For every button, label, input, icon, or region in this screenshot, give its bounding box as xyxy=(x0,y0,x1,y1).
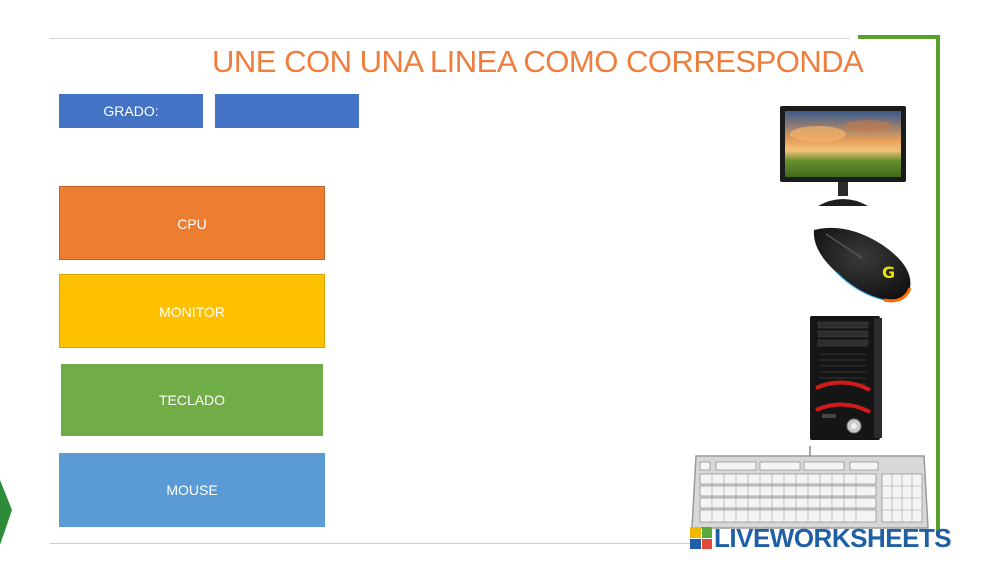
word-box-mouse[interactable]: MOUSE xyxy=(59,453,325,527)
mouse-image[interactable]: G xyxy=(806,222,918,304)
word-box-teclado[interactable]: TECLADO xyxy=(61,364,323,436)
word-box-monitor[interactable]: MONITOR xyxy=(59,274,325,348)
left-triangle-decoration xyxy=(0,480,12,545)
word-box-cpu[interactable]: CPU xyxy=(59,186,325,260)
frame-top-accent xyxy=(858,35,940,39)
liveworksheets-logo-icon xyxy=(690,527,712,549)
frame-right-accent xyxy=(936,35,940,535)
svg-text:G: G xyxy=(882,263,895,282)
brand-text: LIVEWORKSHEETS xyxy=(714,523,952,553)
monitor-image[interactable] xyxy=(778,104,908,212)
liveworksheets-brand: LIVEWORKSHEETS xyxy=(690,522,952,554)
keyboard-image[interactable] xyxy=(690,446,930,532)
grade-label: GRADO: xyxy=(59,94,203,128)
bottom-divider xyxy=(50,543,690,544)
cpu-tower-image[interactable] xyxy=(808,314,886,442)
grade-input[interactable] xyxy=(215,94,359,128)
worksheet-title: UNE CON UNA LINEA COMO CORRESPONDA xyxy=(212,44,864,79)
top-divider xyxy=(50,38,850,39)
